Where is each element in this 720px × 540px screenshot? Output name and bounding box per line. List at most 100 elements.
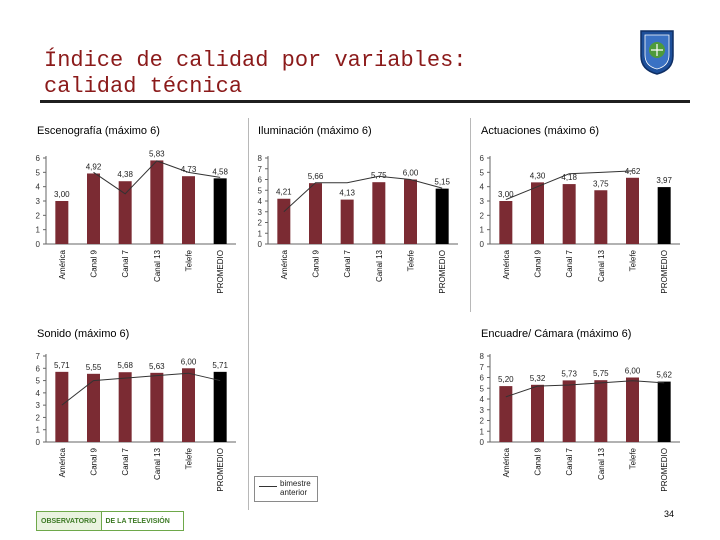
data-label-america: 5,71: [54, 361, 70, 370]
data-label-canal-9: 4,30: [530, 171, 546, 180]
category-label-promedio: PROMEDIO: [660, 250, 669, 294]
category-label-promedio: PROMEDIO: [660, 448, 669, 492]
y-tick-label: 8: [480, 352, 485, 361]
category-label-canal-7: Canal 7: [565, 249, 574, 277]
y-tick-label: 6: [258, 176, 263, 185]
data-label-canal-13: 5,75: [593, 369, 609, 378]
bar-telefe: [182, 176, 195, 244]
slide-title-line-2: calidad técnica: [44, 74, 243, 99]
y-tick-label: 5: [480, 168, 485, 177]
category-label-america: América: [502, 447, 511, 477]
bar-canal-9: [87, 373, 100, 442]
bar-canal-9: [531, 182, 544, 244]
category-label-america: América: [502, 249, 511, 279]
chart-sonido: 0 1 2 3 4 5 6 7 5,71 5,55 5,68 5,63 6,00 5,71 América C…: [36, 352, 236, 492]
y-tick-label: 1: [36, 226, 41, 235]
category-label-america: América: [58, 249, 67, 279]
y-tick-label: 5: [36, 377, 41, 386]
previous-period-line: [505, 170, 633, 201]
bar-canal-9: [87, 173, 100, 244]
legend-label: bimestre anterior: [280, 479, 311, 497]
y-tick-label: 5: [480, 384, 485, 393]
bar-canal-9: [531, 384, 544, 442]
y-tick-label: 1: [36, 426, 41, 435]
data-label-america: 3,00: [54, 190, 70, 199]
legend-label-line-1: bimestre: [280, 479, 311, 488]
y-tick-label: 4: [480, 395, 485, 404]
bar-canal-7: [118, 181, 132, 244]
data-label-canal-7: 4,38: [117, 170, 133, 179]
bar-promedio: [657, 381, 671, 442]
y-tick-label: 0: [258, 240, 263, 249]
bar-canal-13: [594, 190, 608, 244]
chart-title-escenografia: Escenografía (máximo 6): [37, 125, 160, 137]
y-tick-label: 2: [480, 211, 485, 220]
y-tick-label: 3: [36, 197, 41, 206]
data-label-promedio: 5,71: [212, 361, 228, 370]
data-label-canal-7: 5,73: [561, 369, 577, 378]
y-tick-label: 7: [36, 352, 41, 361]
bar-canal-7: [562, 380, 576, 442]
y-tick-label: 2: [36, 413, 41, 422]
column-divider-2: [470, 118, 471, 312]
bar-telefe: [182, 368, 195, 442]
category-label-telefe: Telefe: [629, 249, 638, 271]
y-tick-label: 8: [258, 154, 263, 163]
legend-line-swatch: [259, 486, 277, 487]
previous-period-line: [283, 175, 443, 213]
logo-right-text: DE LA TELEVISIÓN: [100, 512, 183, 530]
legend-label-line-2: anterior: [280, 488, 308, 497]
data-label-canal-13: 3,75: [593, 179, 609, 188]
y-tick-label: 6: [36, 364, 41, 373]
page-number: 34: [664, 509, 675, 519]
chart-title-encuadre: Encuadre/ Cámara (máximo 6): [481, 328, 632, 340]
y-tick-label: 6: [36, 154, 41, 163]
data-label-telefe: 6,00: [403, 169, 419, 178]
category-label-canal-7: Canal 7: [121, 447, 130, 475]
bar-america: [55, 201, 69, 244]
data-label-canal-7: 4,13: [339, 189, 355, 198]
previous-period-line: [93, 160, 221, 195]
data-label-telefe: 6,00: [181, 357, 197, 366]
y-tick-label: 5: [258, 186, 263, 195]
category-label-canal-13: Canal 13: [597, 447, 606, 480]
data-label-canal-9: 5,32: [530, 374, 546, 383]
y-tick-label: 0: [480, 438, 485, 447]
slide-title: Índice de calidad por variables: calidad…: [44, 48, 604, 100]
data-label-canal-9: 4,92: [86, 162, 102, 171]
data-label-canal-13: 5,75: [371, 171, 387, 180]
y-tick-label: 4: [36, 183, 41, 192]
category-label-canal-9: Canal 9: [90, 249, 99, 277]
y-tick-label: 1: [480, 226, 485, 235]
chart-title-actuaciones: Actuaciones (máximo 6): [481, 125, 599, 137]
bar-canal-13: [594, 380, 608, 442]
category-label-canal-13: Canal 13: [153, 447, 162, 480]
chart-escenografia: 0 1 2 3 4 5 6 3,00 4,92 4,38 5,83 4,73 4,58 América Ca…: [36, 149, 236, 294]
y-tick-label: 7: [258, 165, 263, 174]
data-label-america: 5,20: [498, 375, 514, 384]
bar-promedio: [435, 188, 449, 244]
category-label-promedio: PROMEDIO: [216, 448, 225, 492]
bar-america: [499, 386, 513, 442]
bar-america: [277, 198, 291, 244]
data-label-promedio: 4,58: [212, 167, 228, 176]
bar-canal-13: [150, 372, 164, 442]
bar-telefe: [404, 179, 417, 244]
y-tick-label: 2: [36, 211, 41, 220]
bar-promedio: [213, 178, 227, 244]
chart-title-sonido: Sonido (máximo 6): [37, 328, 130, 340]
y-tick-label: 0: [36, 240, 41, 249]
previous-period-line: [61, 372, 221, 406]
bar-telefe: [626, 177, 639, 244]
chart-title-iluminacion: Iluminación (máximo 6): [258, 125, 372, 137]
bar-promedio: [213, 371, 227, 442]
title-underline: [40, 100, 690, 103]
data-label-promedio: 3,97: [656, 176, 672, 185]
logo-left-text: OBSERVATORIO: [37, 512, 101, 530]
data-label-telefe: 4,73: [181, 165, 197, 174]
bar-canal-7: [118, 372, 132, 442]
y-tick-label: 0: [36, 438, 41, 447]
observatorio-logo: OBSERVATORIO DE LA TELEVISIÓN: [36, 511, 184, 531]
